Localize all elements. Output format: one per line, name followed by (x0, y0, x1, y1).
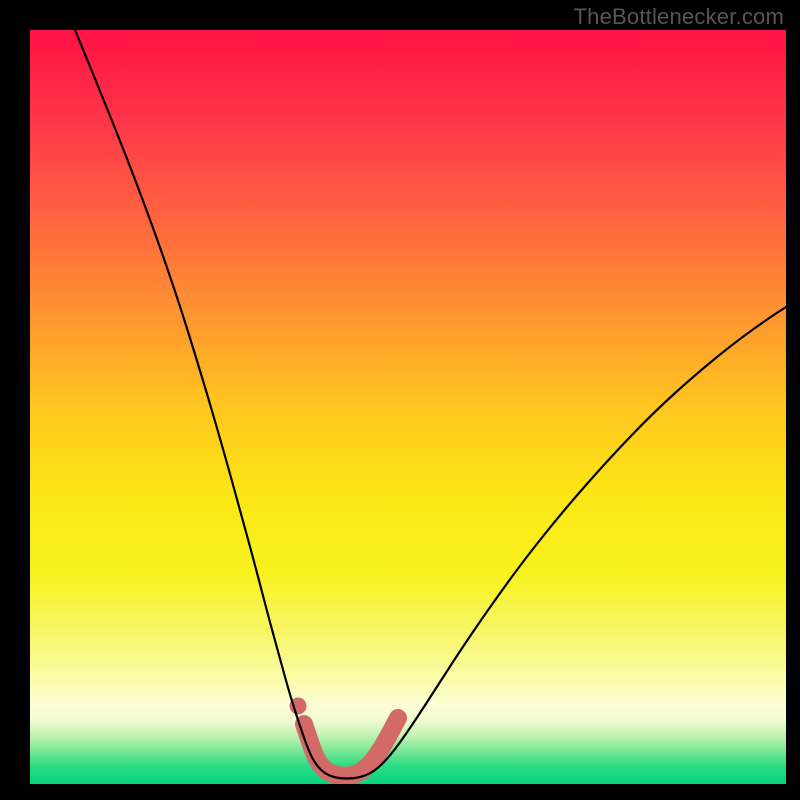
plot-background (30, 30, 786, 784)
valley-dot (390, 710, 407, 727)
valley-dot (337, 768, 354, 785)
valley-dot (369, 747, 386, 764)
chart-frame: TheBottlenecker.com (0, 0, 800, 800)
watermark-text: TheBottlenecker.com (574, 4, 784, 30)
chart-svg (0, 0, 800, 800)
